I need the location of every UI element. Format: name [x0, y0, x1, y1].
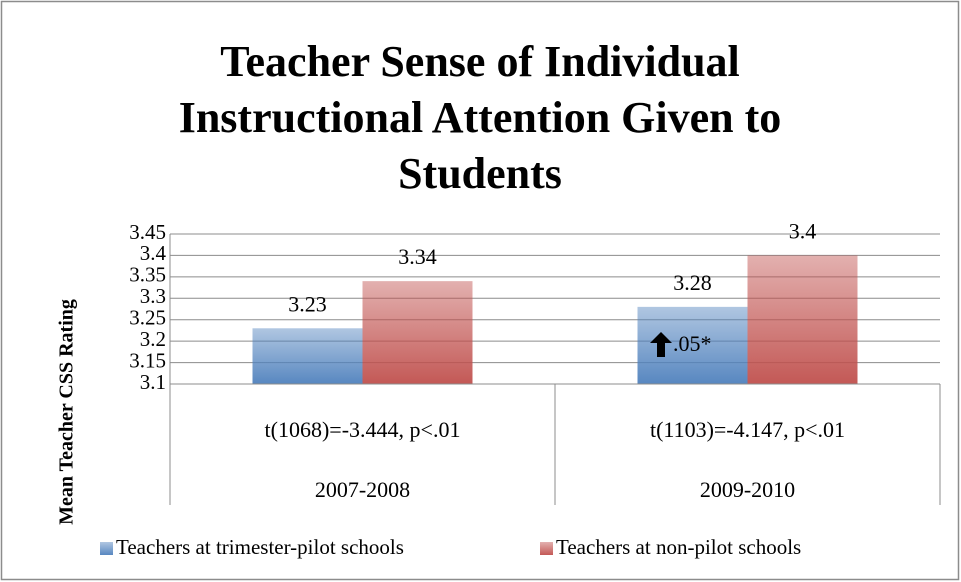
- arrow-icon: [650, 332, 672, 357]
- y-tick-label: 3.45: [129, 220, 166, 244]
- legend-label: Teachers at non-pilot schools: [556, 535, 801, 559]
- data-label: 3.4: [789, 218, 817, 243]
- x-tick-label: 2009-2010: [700, 477, 795, 502]
- chart-title: Instructional Attention Given to: [179, 93, 782, 142]
- y-tick-label: 3.3: [140, 284, 166, 308]
- y-tick-label: 3.25: [129, 306, 166, 330]
- legend-label: Teachers at trimester-pilot schools: [116, 535, 404, 559]
- y-tick-label: 3.4: [140, 241, 167, 265]
- legend-swatch: [540, 542, 553, 555]
- bar: [637, 306, 748, 384]
- annotation: .05*: [673, 331, 712, 356]
- data-label: 3.34: [398, 244, 437, 269]
- bar: [362, 281, 473, 384]
- data-label: 3.28: [673, 270, 712, 295]
- y-tick-label: 3.15: [129, 348, 166, 372]
- chart-title: Students: [398, 149, 562, 198]
- legend-swatch: [100, 542, 113, 555]
- y-tick-label: 3.1: [140, 370, 166, 394]
- bar: [252, 328, 363, 384]
- y-tick-label: 3.2: [140, 327, 166, 351]
- annotation: t(1103)=-4.147, p<.01: [650, 417, 845, 442]
- chart-title: Teacher Sense of Individual: [220, 37, 740, 86]
- data-label: 3.23: [288, 291, 327, 316]
- bar: [747, 255, 858, 384]
- x-tick-label: 2007-2008: [315, 477, 410, 502]
- y-axis-title: Mean Teacher CSS Rating: [56, 299, 78, 525]
- annotation: t(1068)=-3.444, p<.01: [265, 417, 461, 442]
- y-tick-label: 3.35: [129, 263, 166, 287]
